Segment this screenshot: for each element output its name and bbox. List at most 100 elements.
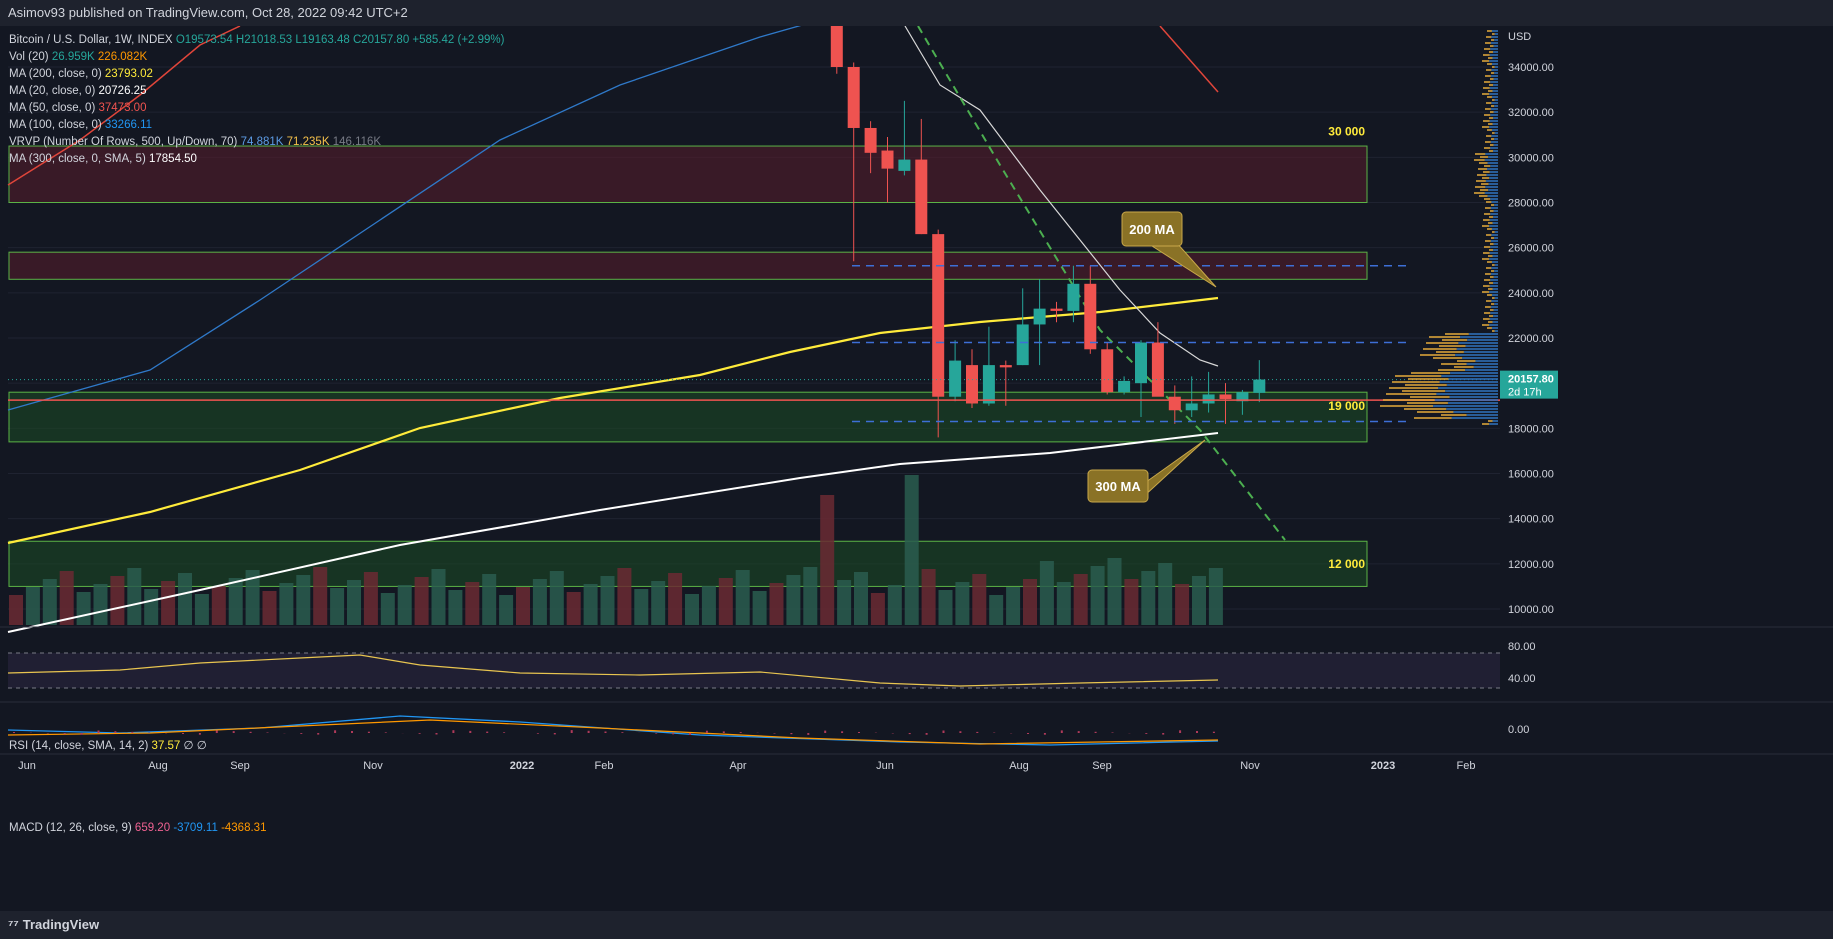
volume-bar — [516, 587, 530, 625]
volume-profile — [1380, 30, 1498, 425]
legend-row-ma200: MA (200, close, 0) 23793.02 — [9, 66, 504, 83]
vrvp-bar-up — [1456, 348, 1498, 350]
volume-bar — [870, 593, 885, 625]
volume-bar — [42, 579, 57, 625]
volume-bar — [938, 590, 953, 625]
volume-bar — [904, 475, 919, 625]
vrvp-bar-down — [1490, 276, 1494, 278]
vrvp-bar-down — [1479, 195, 1488, 197]
vrvp-bar-up — [1490, 48, 1498, 50]
volume-bar — [178, 573, 192, 625]
vrvp-bar-down — [1482, 93, 1490, 95]
vrvp-bar-down — [1486, 267, 1492, 269]
legend-value: 37473.00 — [98, 102, 147, 114]
vrvp-bar-up — [1493, 309, 1498, 311]
volume-bar — [752, 591, 767, 625]
candle-body — [1033, 308, 1046, 325]
vrvp-bar-up — [1487, 195, 1498, 197]
volume-bar — [431, 569, 446, 625]
legend-label: MA (20, close, 0) — [9, 85, 96, 97]
vrvp-bar-up — [1450, 372, 1498, 374]
vrvp-bar-up — [1484, 159, 1498, 161]
volume-bar — [1039, 561, 1054, 625]
vrvp-bar-up — [1490, 108, 1498, 110]
vrvp-bar-up — [1462, 357, 1498, 359]
vrvp-bar-up — [1491, 267, 1498, 269]
volume-bar — [735, 570, 750, 625]
vrvp-bar-down — [1491, 105, 1495, 107]
candle-body — [830, 26, 843, 67]
vrvp-bar-down — [1395, 375, 1442, 377]
volume-bar — [127, 568, 142, 625]
vrvp-bar-down — [1482, 324, 1490, 326]
vrvp-bar-down — [1489, 315, 1494, 317]
vrvp-bar-up — [1489, 252, 1498, 254]
vrvp-bar-down — [1491, 72, 1495, 74]
macd-signal-value: -4368.31 — [221, 822, 267, 834]
vrvp-bar-up — [1490, 240, 1498, 242]
vrvp-bar-down — [1482, 291, 1490, 293]
vrvp-bar-down — [1404, 408, 1447, 410]
vrvp-bar-up — [1489, 324, 1498, 326]
vrvp-bar-up — [1489, 60, 1498, 62]
price-chart[interactable]: 30 000 19 000 12 000 200 MA 300 MA USD 10000.… — [0, 26, 1833, 911]
vrvp-bar-up — [1467, 339, 1498, 341]
vrvp-bar-down — [1414, 417, 1452, 419]
vrvp-bar-down — [1492, 231, 1495, 233]
vrvp-bar-down — [1485, 42, 1491, 44]
rsi-band — [8, 653, 1500, 688]
vrvp-bar-down — [1445, 333, 1469, 335]
vrvp-bar-up — [1463, 351, 1498, 353]
vrvp-bar-down — [1483, 54, 1490, 56]
volume-bar — [414, 577, 429, 625]
legend-label: VRVP (Number Of Rows, 500, Up/Down, 70) — [9, 136, 238, 148]
volume-bar — [532, 579, 547, 625]
volume-bar — [1023, 579, 1037, 625]
vrvp-bar-down — [1486, 300, 1492, 302]
vrvp-bar-down — [1386, 393, 1437, 395]
candle-body — [1050, 308, 1063, 311]
vrvp-bar-up — [1490, 198, 1498, 200]
vrvp-bar-up — [1493, 282, 1498, 284]
vrvp-bar-down — [1491, 270, 1495, 272]
volume-bar — [347, 580, 361, 625]
legend-row-ma20: MA (20, close, 0) 20726.25 — [9, 83, 504, 100]
legend-value: 23793.02 — [104, 68, 153, 80]
callout-box — [1121, 211, 1183, 247]
vrvp-bar-down — [1487, 294, 1492, 296]
vrvp-bar-up — [1491, 63, 1498, 65]
legend-label: Vol (20) — [9, 51, 49, 63]
vrvp-bar-up — [1490, 141, 1498, 143]
vrvp-bar-up — [1494, 138, 1498, 140]
vrvp-bar-up — [1445, 390, 1498, 392]
vrvp-bar-up — [1493, 150, 1498, 152]
vrvp-bar-up — [1493, 45, 1498, 47]
price-tick: 14000.00 — [1508, 514, 1554, 526]
vrvp-bar-up — [1491, 30, 1498, 32]
price-tick: 26000.00 — [1508, 243, 1554, 255]
volume-bar — [820, 495, 835, 625]
vrvp-bar-up — [1490, 273, 1498, 275]
time-tick: Sep — [230, 760, 250, 772]
legend-value: 71.235K — [286, 136, 330, 148]
legend-row-vrvp: VRVP (Number Of Rows, 500, Up/Down, 70) … — [9, 134, 504, 151]
vrvp-bar-down — [1484, 213, 1491, 215]
vrvp-bar-up — [1491, 69, 1498, 71]
symbol-label: Bitcoin / U.S. Dollar, 1W, INDEX — [9, 34, 173, 46]
vrvp-bar-up — [1492, 90, 1498, 92]
volume-bar — [651, 581, 666, 625]
vrvp-bar-up — [1458, 342, 1498, 344]
vrvp-bar-down — [1489, 249, 1494, 251]
vrvp-bar-up — [1436, 393, 1498, 395]
current-price-tag — [1500, 370, 1558, 399]
vrvp-bar-down — [1491, 39, 1495, 41]
legend-value: 20726.25 — [98, 85, 147, 97]
vrvp-bar-up — [1468, 333, 1498, 335]
vrvp-bar-down — [1483, 285, 1490, 287]
vrvp-bar-down — [1487, 96, 1492, 98]
rsi-pane: 80.00 40.00 — [7, 641, 1536, 689]
vrvp-bar-up — [1473, 366, 1498, 368]
volume-bars — [9, 475, 1223, 625]
vrvp-bar-up — [1460, 336, 1498, 338]
vrvp-bar-up — [1488, 183, 1498, 185]
